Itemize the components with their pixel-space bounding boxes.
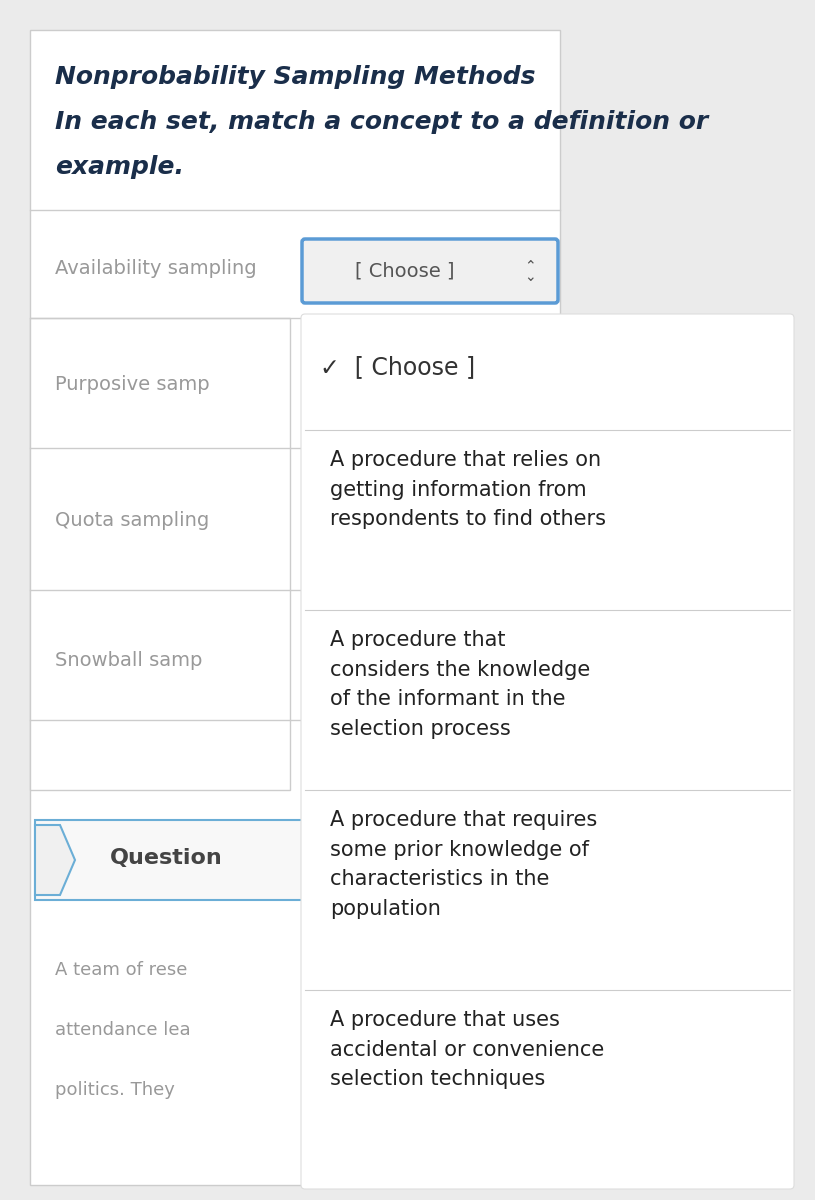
Text: ⌃
⌄: ⌃ ⌄: [524, 258, 535, 284]
Text: ✓  [ Choose ]: ✓ [ Choose ]: [320, 355, 475, 379]
Text: In each set, match a concept to a definition or: In each set, match a concept to a defini…: [55, 110, 708, 134]
Text: Question: Question: [110, 848, 222, 868]
Text: politics. They: politics. They: [55, 1081, 175, 1099]
Text: Quota sampling: Quota sampling: [55, 510, 209, 529]
FancyBboxPatch shape: [30, 30, 560, 1186]
Text: A procedure that uses
accidental or convenience
selection techniques: A procedure that uses accidental or conv…: [330, 1010, 604, 1090]
Text: Purposive samp: Purposive samp: [55, 376, 209, 395]
Text: Availability sampling: Availability sampling: [55, 258, 257, 277]
Text: A procedure that requires
some prior knowledge of
characteristics in the
populat: A procedure that requires some prior kno…: [330, 810, 597, 919]
Text: Snowball samp: Snowball samp: [55, 650, 202, 670]
FancyBboxPatch shape: [30, 318, 290, 790]
Text: example.: example.: [55, 155, 184, 179]
FancyBboxPatch shape: [35, 820, 320, 900]
Polygon shape: [35, 826, 75, 895]
FancyBboxPatch shape: [302, 239, 558, 302]
Text: Nonprobability Sampling Methods: Nonprobability Sampling Methods: [55, 65, 535, 89]
Text: attendance lea: attendance lea: [55, 1021, 191, 1039]
Text: [ Choose ]: [ Choose ]: [355, 262, 455, 281]
Text: A procedure that relies on
getting information from
respondents to find others: A procedure that relies on getting infor…: [330, 450, 606, 529]
FancyBboxPatch shape: [301, 314, 794, 1189]
Text: A team of rese: A team of rese: [55, 961, 187, 979]
Text: A procedure that
considers the knowledge
of the informant in the
selection proce: A procedure that considers the knowledge…: [330, 630, 590, 739]
